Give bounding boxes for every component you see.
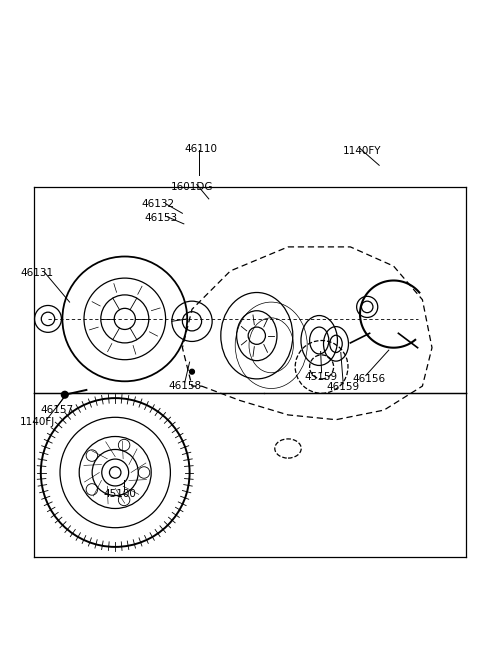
Text: 46159: 46159 <box>326 382 360 392</box>
Text: 46153: 46153 <box>144 213 177 223</box>
Text: 1140FY: 1140FY <box>343 146 382 156</box>
Text: 46158: 46158 <box>168 381 201 391</box>
Text: 46156: 46156 <box>353 374 386 384</box>
Text: 45159: 45159 <box>305 371 338 382</box>
Circle shape <box>190 369 194 374</box>
Text: 46157: 46157 <box>41 405 74 415</box>
Text: 46131: 46131 <box>20 268 53 279</box>
Text: 45100: 45100 <box>103 489 136 499</box>
Text: 1140FJ: 1140FJ <box>20 417 55 427</box>
Text: 46132: 46132 <box>142 198 175 209</box>
Text: 1601DG: 1601DG <box>170 182 213 192</box>
Circle shape <box>61 392 68 398</box>
Text: 46110: 46110 <box>185 143 218 154</box>
